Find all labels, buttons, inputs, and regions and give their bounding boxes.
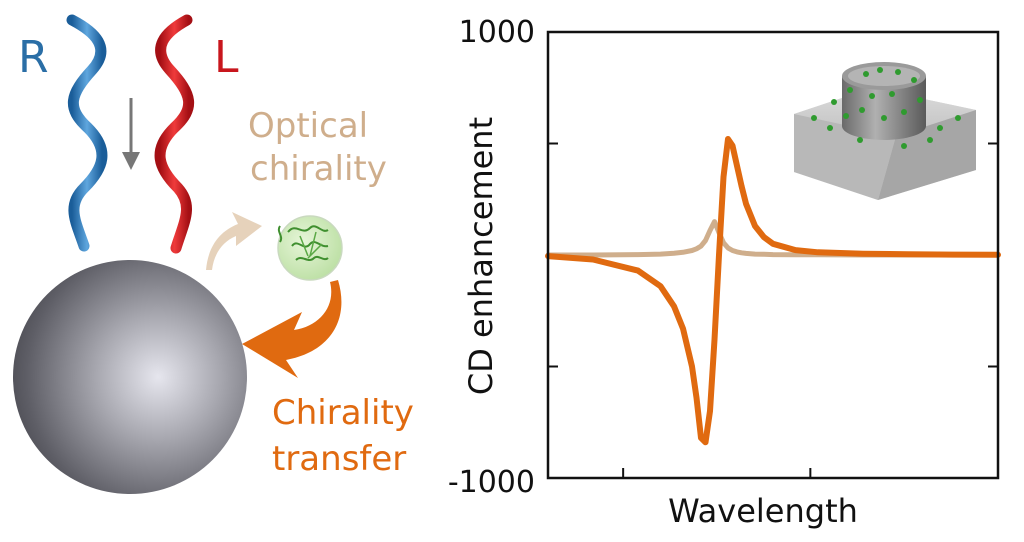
- r-label: R: [18, 32, 49, 83]
- right-circular-beam: [66, 14, 108, 252]
- chirality-transfer-arrow-icon: [242, 280, 342, 378]
- metal-nanoparticle: [13, 260, 247, 494]
- series-line-chirality-transfer: [545, 136, 1001, 446]
- protein-molecule-icon: [277, 215, 343, 281]
- left-circular-beam: [154, 14, 195, 254]
- y-axis-label: CD enhancement: [462, 117, 500, 395]
- y-tick-label-max: 1000: [459, 15, 535, 50]
- optical-label-line1: Optical: [248, 106, 368, 146]
- down-arrow-icon: [122, 98, 140, 170]
- cd-chart: CD enhancement Wavelength 1000 -1000: [448, 15, 1001, 530]
- optical-label-line2: chirality: [250, 149, 387, 189]
- x-axis-label: Wavelength: [668, 492, 858, 530]
- illustration-panel: R L Optical chirality Chirality transfer: [13, 14, 414, 494]
- transfer-label-line1: Chirality: [272, 393, 414, 433]
- plot-frame: [546, 30, 1000, 480]
- nanodisk-inset: [794, 62, 976, 200]
- y-tick-label-min: -1000: [448, 465, 535, 500]
- series-line-optical-chirality: [545, 219, 1001, 258]
- l-label: L: [214, 32, 239, 83]
- optical-chirality-arrow-icon: [206, 212, 262, 270]
- transfer-label-line2: transfer: [272, 439, 406, 479]
